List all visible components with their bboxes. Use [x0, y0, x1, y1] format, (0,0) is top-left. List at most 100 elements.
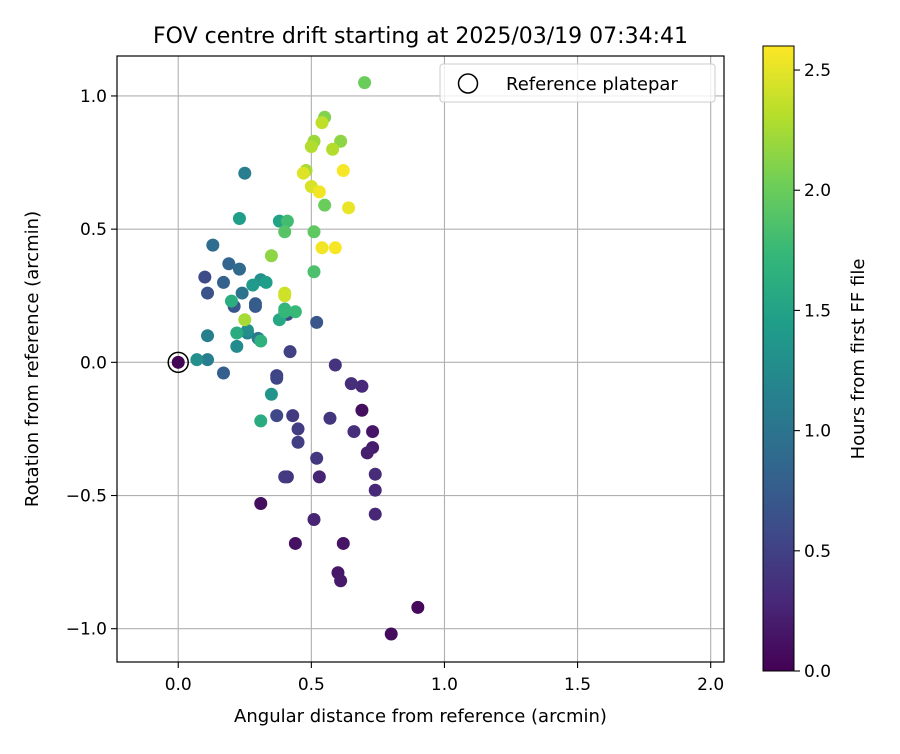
- data-point: [222, 257, 236, 271]
- colorbar-ticks: 0.0 0.5 1.0 1.5 2.0 2.5: [794, 61, 831, 682]
- data-point: [190, 353, 204, 367]
- data-point: [318, 198, 332, 212]
- legend-marker: [457, 73, 479, 94]
- data-point: [230, 339, 244, 353]
- data-point: [254, 414, 268, 428]
- y-tick-label: 0.0: [80, 353, 107, 373]
- data-point: [288, 305, 302, 319]
- data-point: [288, 536, 302, 550]
- data-point: [278, 225, 292, 239]
- data-point: [201, 329, 215, 343]
- data-point: [358, 76, 372, 90]
- y-tick-label: 0.5: [80, 220, 107, 240]
- data-point: [360, 446, 374, 460]
- data-point: [328, 358, 342, 372]
- data-point: [366, 425, 380, 439]
- data-point: [232, 211, 246, 225]
- data-point: [278, 305, 292, 319]
- data-point: [368, 467, 382, 481]
- data-point: [347, 425, 361, 439]
- data-point: [326, 142, 340, 156]
- data-point: [270, 371, 284, 385]
- data-point: [323, 411, 337, 425]
- colorbar-tick-label: 2.0: [804, 181, 831, 201]
- x-tick-label: 1.0: [431, 675, 458, 695]
- x-axis-ticks: 0.0 0.5 1.0 1.5 2.0: [165, 662, 724, 695]
- data-point: [304, 140, 318, 154]
- data-points: [167, 76, 425, 641]
- data-point: [315, 241, 329, 255]
- colorbar-label: Hours from first FF file: [848, 259, 869, 460]
- colorbar-tick-label: 1.5: [804, 301, 831, 321]
- data-point: [368, 483, 382, 497]
- data-point: [264, 249, 278, 263]
- data-point: [248, 297, 262, 311]
- data-point: [216, 366, 230, 380]
- data-point: [384, 627, 398, 641]
- data-point: [355, 403, 369, 417]
- x-tick-label: 0.0: [165, 675, 192, 695]
- data-point: [328, 241, 342, 255]
- data-point: [201, 353, 215, 367]
- data-point: [280, 214, 294, 228]
- data-point: [312, 185, 326, 199]
- data-point: [216, 275, 230, 289]
- data-point: [198, 270, 212, 284]
- data-point: [310, 315, 324, 329]
- data-point: [342, 201, 356, 215]
- x-tick-label: 2.0: [697, 675, 724, 695]
- data-point: [270, 409, 284, 423]
- data-point: [312, 470, 326, 484]
- data-point: [368, 507, 382, 521]
- data-point: [238, 166, 252, 180]
- data-point: [336, 164, 350, 178]
- data-point: [240, 323, 254, 337]
- data-point: [291, 422, 305, 436]
- data-point: [206, 238, 220, 252]
- legend-label: Reference platepar: [506, 74, 678, 95]
- y-axis-label: Rotation from reference (arcmin): [22, 211, 43, 507]
- data-point: [254, 497, 268, 511]
- data-point: [224, 294, 238, 308]
- data-point: [235, 286, 249, 300]
- reference-marker: [167, 351, 189, 374]
- x-axis-label: Angular distance from reference (arcmin): [234, 706, 607, 727]
- data-point: [334, 574, 348, 588]
- data-point: [307, 265, 321, 279]
- colorbar-gradient: [762, 45, 795, 672]
- data-point: [230, 326, 244, 340]
- data-point: [278, 289, 292, 303]
- data-point: [201, 286, 215, 300]
- y-axis-ticks: −1.0 −0.5 0.0 0.5 1.0: [66, 87, 117, 640]
- y-tick-label: −0.5: [66, 487, 107, 507]
- chart-title: FOV centre drift starting at 2025/03/19 …: [153, 24, 688, 49]
- data-point: [315, 116, 329, 130]
- data-point: [334, 134, 348, 148]
- data-point: [232, 262, 246, 276]
- data-point: [254, 334, 268, 348]
- data-point: [246, 278, 260, 292]
- legend: Reference platepar: [439, 63, 716, 103]
- data-point: [310, 451, 324, 465]
- data-point: [283, 345, 297, 359]
- data-point: [296, 166, 310, 180]
- data-point: [291, 435, 305, 449]
- data-point: [411, 600, 425, 614]
- y-tick-label: −1.0: [66, 620, 107, 640]
- x-tick-label: 1.5: [564, 675, 591, 695]
- y-tick-label: 1.0: [80, 87, 107, 107]
- data-point: [344, 377, 358, 391]
- plot-frame: [116, 55, 725, 663]
- data-point: [171, 355, 185, 369]
- data-point: [259, 275, 273, 289]
- data-point: [307, 225, 321, 239]
- colorbar-tick-label: 0.0: [804, 662, 831, 682]
- data-point: [264, 387, 278, 401]
- colorbar-tick-label: 0.5: [804, 542, 831, 562]
- x-tick-label: 0.5: [298, 675, 325, 695]
- data-point: [238, 313, 252, 327]
- data-point: [336, 536, 350, 550]
- data-point: [278, 470, 292, 484]
